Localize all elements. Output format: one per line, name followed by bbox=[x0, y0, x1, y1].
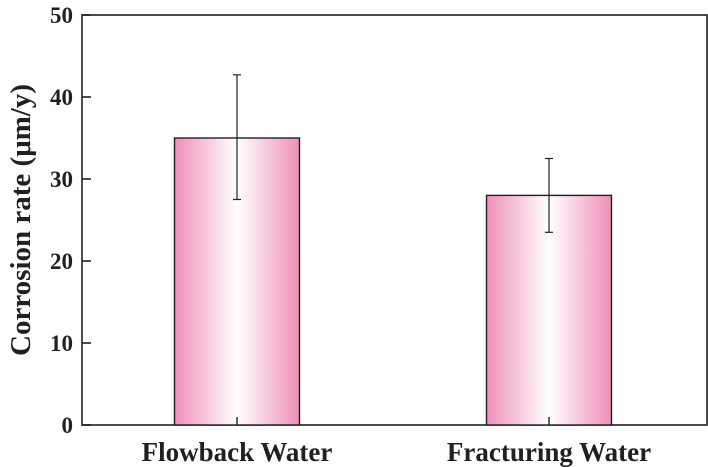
y-tick-label: 40 bbox=[50, 85, 73, 110]
x-axis-labels: Flowback Water Fracturing Water bbox=[142, 417, 651, 467]
y-tick-label: 50 bbox=[50, 3, 73, 28]
x-category-label: Flowback Water bbox=[142, 437, 333, 467]
bars bbox=[173, 137, 613, 426]
y-tick-label: 20 bbox=[50, 249, 73, 274]
y-tick-label: 0 bbox=[62, 413, 74, 438]
y-axis-title: Corrosion rate (μm/y) bbox=[5, 84, 37, 356]
plot-area bbox=[81, 14, 708, 426]
y-axis: 0 10 20 30 40 50 bbox=[50, 3, 91, 438]
plot-frame bbox=[81, 14, 708, 426]
y-tick-label: 30 bbox=[50, 167, 73, 192]
y-tick-label: 10 bbox=[50, 331, 73, 356]
x-category-label: Fracturing Water bbox=[447, 437, 651, 467]
error-bars bbox=[233, 74, 553, 233]
bar-fracturing-water bbox=[485, 194, 613, 426]
